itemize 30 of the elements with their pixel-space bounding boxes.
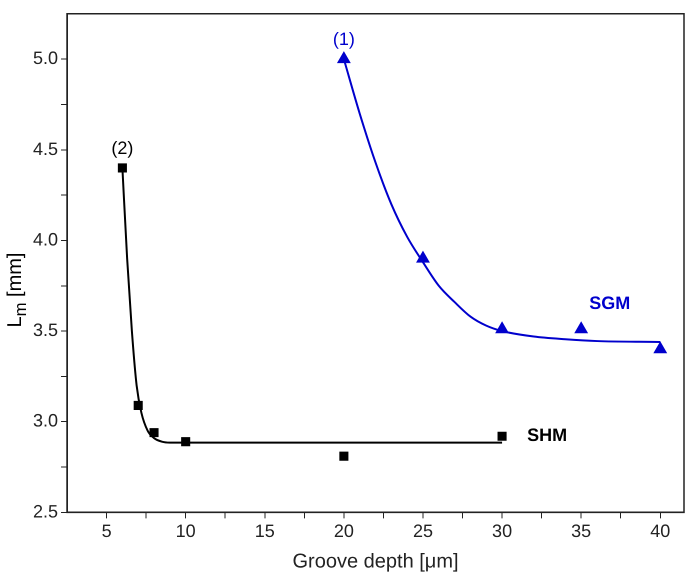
x-tick-label: 35 xyxy=(571,521,592,542)
text: 3.0 xyxy=(32,410,58,431)
point xyxy=(149,428,159,438)
y-tick-label: 4.5 xyxy=(32,138,58,159)
x-tick-label: 25 xyxy=(412,521,433,542)
x-tick-label: 15 xyxy=(254,521,275,542)
series-label: SHM xyxy=(527,425,568,446)
series-label: SGM xyxy=(589,293,630,314)
point xyxy=(654,342,666,354)
point xyxy=(498,432,507,441)
x-tick-label: 30 xyxy=(492,521,512,542)
x-tick-label: 5 xyxy=(102,521,112,542)
text: 4.0 xyxy=(32,229,58,250)
x-axis-title: Groove depth [μm] xyxy=(292,550,459,573)
y-tick-label: 3.5 xyxy=(32,320,58,340)
y-tick-label: 2.5 xyxy=(32,501,58,522)
x-tick-label: 40 xyxy=(650,521,670,542)
x-tick-label: 20 xyxy=(334,521,354,542)
point xyxy=(181,437,190,446)
x-tick-label: 10 xyxy=(176,521,196,542)
point xyxy=(338,52,350,64)
point xyxy=(118,163,127,172)
text: 5.0 xyxy=(32,48,58,68)
point xyxy=(496,322,508,334)
point xyxy=(574,322,588,334)
point xyxy=(134,400,143,410)
point xyxy=(339,452,348,461)
annotation: (2) xyxy=(111,138,134,158)
annotation: (1) xyxy=(332,29,355,50)
point xyxy=(416,252,430,263)
